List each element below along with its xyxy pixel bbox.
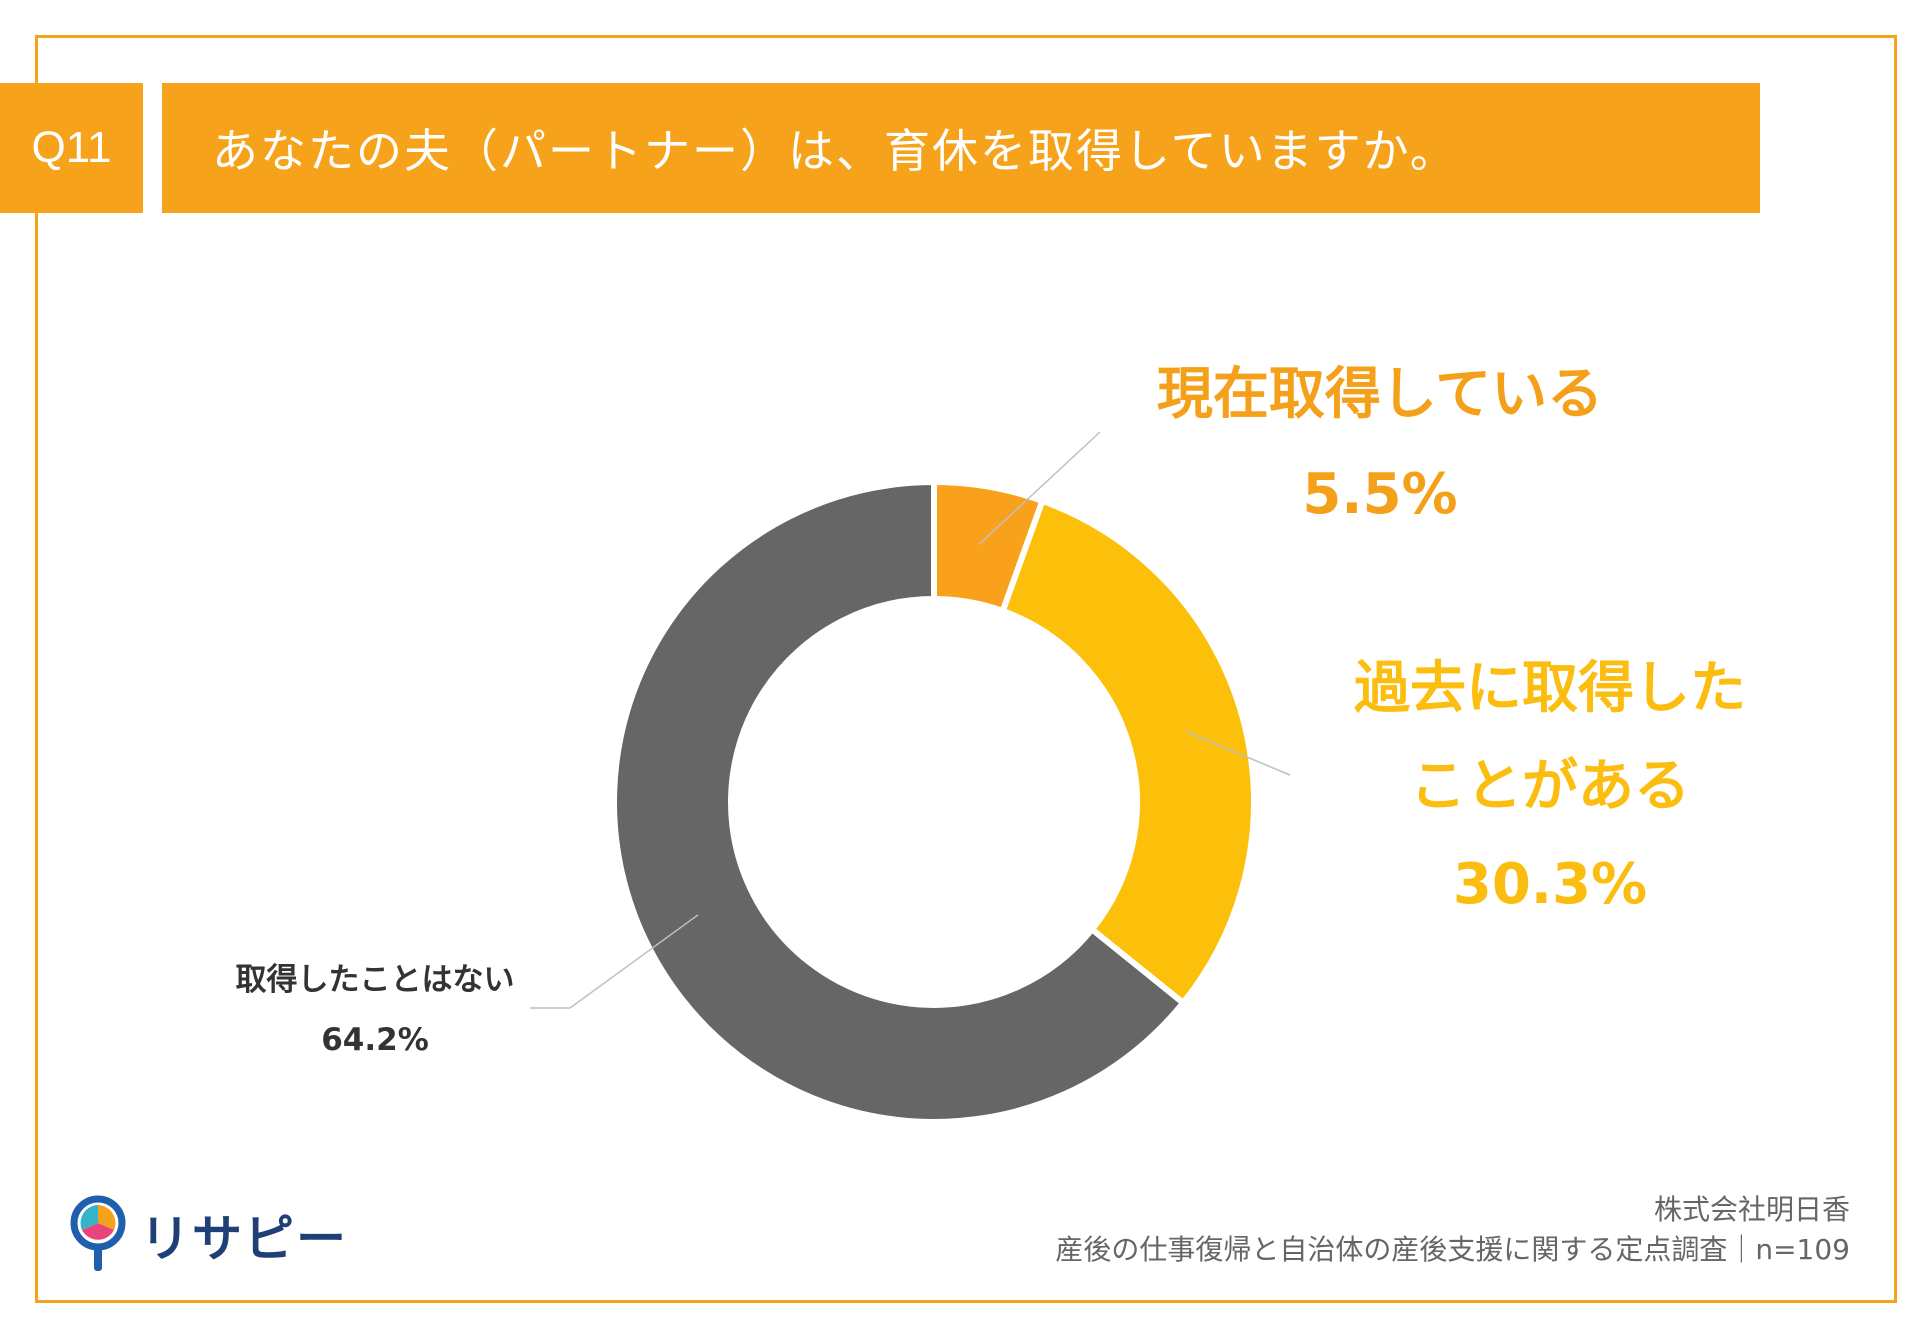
leader-line-current	[978, 431, 1101, 545]
slice-label-past: 過去に取得した ことがある 30.3%	[1300, 640, 1800, 934]
footer-company: 株式会社明日香	[1653, 1193, 1850, 1226]
question-title: あなたの夫（パートナー）は、育休を取得していますか。	[162, 83, 1760, 213]
slice-value-never: 64.2%	[321, 1022, 429, 1058]
slice-value-current: 5.5%	[1302, 462, 1458, 527]
slice-value-past: 30.3%	[1452, 852, 1648, 917]
footer-survey: 産後の仕事復帰と自治体の産後支援に関する定点調査｜n=109	[1055, 1233, 1850, 1266]
slice-name-past-line1: 過去に取得した	[1354, 656, 1746, 721]
outer-frame	[35, 35, 1897, 1303]
donut-slice-never	[611, 478, 1188, 1125]
source-footer: 株式会社明日香 産後の仕事復帰と自治体の産後支援に関する定点調査｜n=109	[1055, 1190, 1850, 1270]
question-number-badge: Q11	[0, 83, 143, 213]
slice-name-never: 取得したことはない	[235, 962, 515, 998]
slice-name-past-line2: ことがある	[1410, 754, 1690, 819]
leader-line-never	[530, 914, 699, 1009]
donut-slice-past	[998, 497, 1257, 1008]
slice-name-current: 現在取得している	[1156, 362, 1604, 427]
logo-text: リサピー	[140, 1210, 348, 1268]
slice-label-never: 取得したことはない 64.2%	[195, 950, 555, 1070]
brand-logo: リサピー	[70, 1195, 348, 1275]
magnifier-pin-icon	[70, 1195, 126, 1271]
slice-label-current: 現在取得している 5.5%	[1120, 345, 1640, 545]
leader-line-past	[1185, 730, 1291, 776]
